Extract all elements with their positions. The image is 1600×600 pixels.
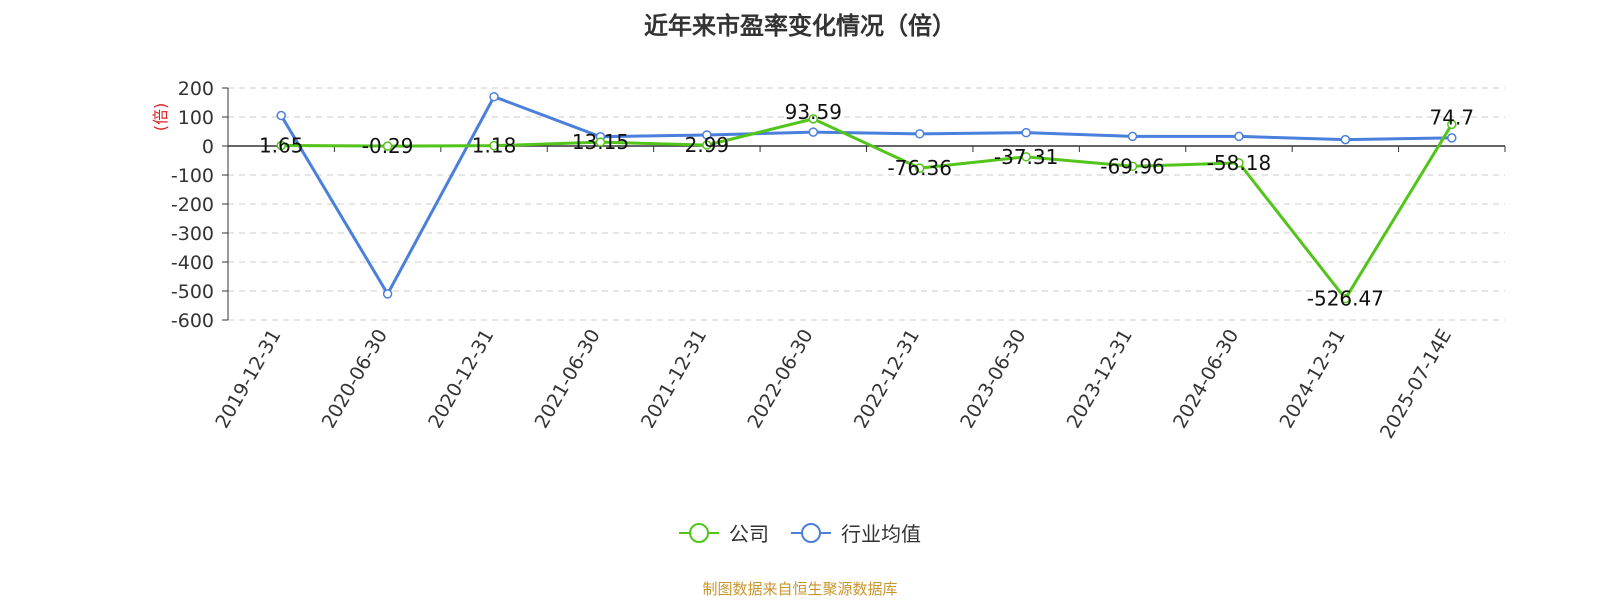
y-axis-label: (倍) xyxy=(151,103,170,132)
legend-item-industry-average[interactable]: 行业均值 xyxy=(791,518,921,547)
company-data-label: 1.65 xyxy=(259,134,304,158)
y-tick-label: -600 xyxy=(171,310,214,332)
legend-item-company[interactable]: 公司 xyxy=(679,518,769,547)
company-series-line xyxy=(281,117,1454,301)
company-series-point xyxy=(1340,293,1351,304)
industry-average-series-point xyxy=(489,91,499,102)
chart-title: 近年来市盈率变化情况（倍） xyxy=(644,12,956,40)
x-tick-label: 2020-06-30 xyxy=(318,326,392,433)
legend-marker-industry-average-icon xyxy=(791,522,831,543)
industry-average-series-point xyxy=(382,289,393,299)
company-data-label: -0.29 xyxy=(362,134,414,158)
company-data-label: -58.18 xyxy=(1207,151,1271,175)
industry-average-series-point xyxy=(914,129,925,139)
company-data-label: 74.7 xyxy=(1430,105,1475,129)
industry-average-series-point xyxy=(1234,131,1244,142)
company-series-point xyxy=(1127,161,1138,172)
x-tick-label: 2021-06-30 xyxy=(531,326,605,433)
y-tick-label: -400 xyxy=(171,252,214,274)
x-tick-label: 2024-12-31 xyxy=(1275,326,1349,433)
y-tick-label: 100 xyxy=(178,107,214,129)
company-data-label: 13.15 xyxy=(572,130,629,154)
company-data-label: -76.36 xyxy=(887,156,951,180)
company-data-label: 93.59 xyxy=(785,100,842,124)
x-tick-label: 2023-06-30 xyxy=(956,326,1030,433)
company-series-point xyxy=(1447,119,1457,130)
y-tick-label: 200 xyxy=(178,78,214,100)
x-tick-label: 2022-12-31 xyxy=(850,325,924,432)
company-series-point xyxy=(1234,158,1244,168)
x-tick-label: 2024-06-30 xyxy=(1169,326,1243,433)
industry-average-series-point xyxy=(276,110,286,121)
y-tick-label: 0 xyxy=(202,136,214,158)
industry-average-series-point xyxy=(1340,134,1351,145)
company-series-point xyxy=(489,140,499,151)
company-data-label: 1.18 xyxy=(472,134,517,158)
y-tick-label: -500 xyxy=(171,281,214,303)
x-tick-label: 2019-12-31 xyxy=(211,326,285,433)
industry-average-series-line xyxy=(279,95,1452,296)
company-data-label: -37.31 xyxy=(994,145,1058,169)
industry-average-series-point xyxy=(1447,133,1457,143)
y-tick-label: -300 xyxy=(171,223,214,245)
company-series-point xyxy=(914,163,925,173)
legend-marker-company-icon xyxy=(679,522,719,543)
industry-average-series-point xyxy=(1127,131,1138,142)
industry-average-series-point xyxy=(702,130,712,140)
y-tick-label: -200 xyxy=(171,194,214,216)
x-tick-label: 2020-12-31 xyxy=(424,325,498,432)
data-source-note: 制图数据来自恒生聚源数据库 xyxy=(702,580,898,598)
chart-legend: 公司 行业均值 xyxy=(0,518,1600,547)
company-series-point xyxy=(595,137,606,147)
company-data-label: 2.99 xyxy=(685,133,730,157)
company-series-point xyxy=(1021,152,1031,162)
legend-label-industry-average: 行业均值 xyxy=(841,522,921,546)
company-data-label: -69.96 xyxy=(1100,154,1164,178)
x-tick-label: 2022-06-30 xyxy=(743,326,817,433)
industry-average-series-point xyxy=(1021,127,1031,138)
industry-average-series-point xyxy=(808,127,819,137)
company-series-point xyxy=(702,140,712,150)
y-tick-label: -100 xyxy=(171,165,214,187)
x-tick-label: 2023-12-31 xyxy=(1063,326,1137,433)
x-tick-label: 2021-12-31 xyxy=(637,326,711,433)
company-data-label: -526.47 xyxy=(1307,287,1384,311)
x-tick-label: 2025-07-14E xyxy=(1376,326,1456,443)
company-series-point xyxy=(808,114,819,124)
company-series-point xyxy=(276,140,286,151)
legend-label-company: 公司 xyxy=(729,522,769,546)
company-series-point xyxy=(382,141,393,151)
